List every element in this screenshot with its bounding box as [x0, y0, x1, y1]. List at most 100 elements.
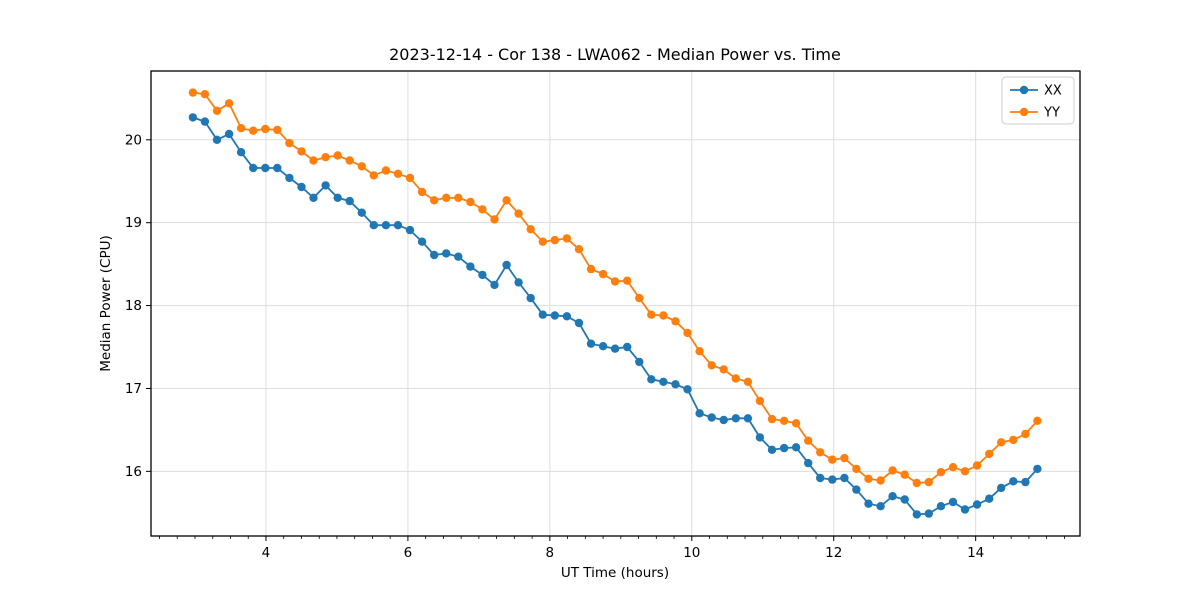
data-point-yy: [454, 193, 463, 202]
data-point-yy: [647, 310, 656, 319]
data-point-xx: [852, 485, 861, 494]
data-point-xx: [454, 252, 463, 261]
data-point-xx: [924, 509, 933, 518]
data-point-yy: [466, 197, 475, 207]
data-point-xx: [357, 208, 366, 217]
data-point-xx: [478, 270, 487, 280]
data-point-xx: [381, 221, 391, 230]
data-point-yy: [610, 277, 620, 286]
data-point-yy: [285, 138, 294, 148]
data-point-yy: [562, 234, 572, 243]
data-point-xx: [586, 339, 596, 348]
data-point-xx: [442, 249, 451, 258]
data-point-yy: [273, 125, 282, 135]
data-point-yy: [321, 153, 330, 162]
data-point-xx: [731, 414, 740, 423]
data-point-yy: [755, 396, 765, 406]
data-point-xx: [623, 342, 632, 352]
data-point-yy: [960, 467, 970, 476]
data-point-xx: [297, 182, 306, 192]
data-point-xx: [755, 433, 765, 442]
data-point-xx: [635, 357, 644, 367]
data-point-yy: [417, 187, 427, 197]
data-point-xx: [816, 473, 825, 483]
data-point-xx: [876, 502, 885, 511]
data-point-xx: [309, 193, 318, 202]
data-point-xx: [261, 163, 270, 173]
data-point-yy: [852, 464, 861, 474]
data-point-yy: [936, 468, 946, 477]
y-tick-label: 20: [125, 132, 142, 148]
legend-label-xx: XX: [1044, 84, 1062, 99]
data-point-xx: [864, 499, 873, 508]
data-point-yy: [864, 474, 873, 483]
data-point-xx: [610, 344, 620, 353]
data-point-xx: [598, 342, 608, 351]
data-point-yy: [490, 215, 499, 224]
x-tick-label: 12: [825, 545, 842, 561]
tick-layer: 4 6 8 10 12 14 16 17 18 19 20: [125, 132, 1065, 561]
data-point-xx: [791, 443, 801, 452]
data-point-yy: [683, 328, 692, 338]
data-point-xx: [707, 413, 716, 422]
data-point-yy: [804, 436, 813, 445]
data-point-yy: [369, 171, 378, 180]
data-point-yy: [912, 478, 921, 488]
data-point-xx: [695, 409, 704, 418]
y-tick-label: 18: [125, 298, 142, 314]
data-point-yy: [1021, 429, 1030, 439]
data-point-xx: [224, 129, 234, 139]
data-point-xx: [659, 377, 668, 386]
data-point-xx: [972, 500, 982, 509]
data-point-xx: [779, 443, 789, 453]
data-point-yy: [309, 156, 318, 165]
x-tick-label: 10: [683, 545, 700, 561]
data-point-yy: [659, 311, 668, 320]
x-tick-label: 8: [546, 545, 555, 561]
data-point-yy: [224, 99, 234, 108]
x-tick-label: 6: [404, 545, 413, 561]
data-point-yy: [767, 414, 777, 424]
data-point-xx: [249, 163, 258, 173]
data-point-xx: [804, 458, 813, 468]
data-point-yy: [249, 126, 258, 135]
legend-marker-xx: [1019, 85, 1029, 95]
plot-border: [150, 70, 1081, 537]
data-point-yy: [550, 235, 559, 245]
data-point-yy: [538, 237, 547, 246]
data-point-yy: [478, 205, 487, 214]
data-point-xx: [212, 135, 222, 144]
data-point-yy: [430, 196, 439, 205]
y-tick-label: 16: [125, 464, 142, 480]
data-point-yy: [816, 448, 825, 457]
data-point-xx: [828, 475, 837, 484]
data-point-xx: [743, 414, 753, 423]
data-point-yy: [381, 166, 391, 175]
data-point-xx: [574, 318, 584, 328]
x-tick-label: 4: [262, 545, 271, 561]
chart-title: 2023-12-14 - Cor 138 - LWA062 - Median P…: [389, 45, 841, 64]
data-point-yy: [333, 151, 342, 160]
data-point-yy: [1009, 435, 1018, 445]
series-layer: [188, 88, 1042, 519]
data-point-yy: [236, 124, 246, 133]
data-point-xx: [562, 312, 572, 321]
data-point-yy: [200, 90, 210, 99]
data-point-xx: [767, 445, 777, 454]
data-point-yy: [635, 293, 644, 303]
data-point-xx: [671, 380, 680, 389]
data-point-yy: [828, 455, 837, 464]
data-point-xx: [948, 497, 958, 507]
data-point-yy: [442, 193, 451, 202]
x-tick-label: 14: [967, 545, 984, 561]
y-tick-label: 17: [125, 381, 142, 397]
data-point-xx: [538, 310, 547, 319]
data-point-yy: [393, 169, 403, 178]
data-point-xx: [647, 375, 656, 384]
data-point-yy: [888, 466, 897, 475]
data-point-yy: [985, 449, 994, 459]
data-point-yy: [261, 124, 270, 134]
data-point-yy: [731, 374, 740, 383]
